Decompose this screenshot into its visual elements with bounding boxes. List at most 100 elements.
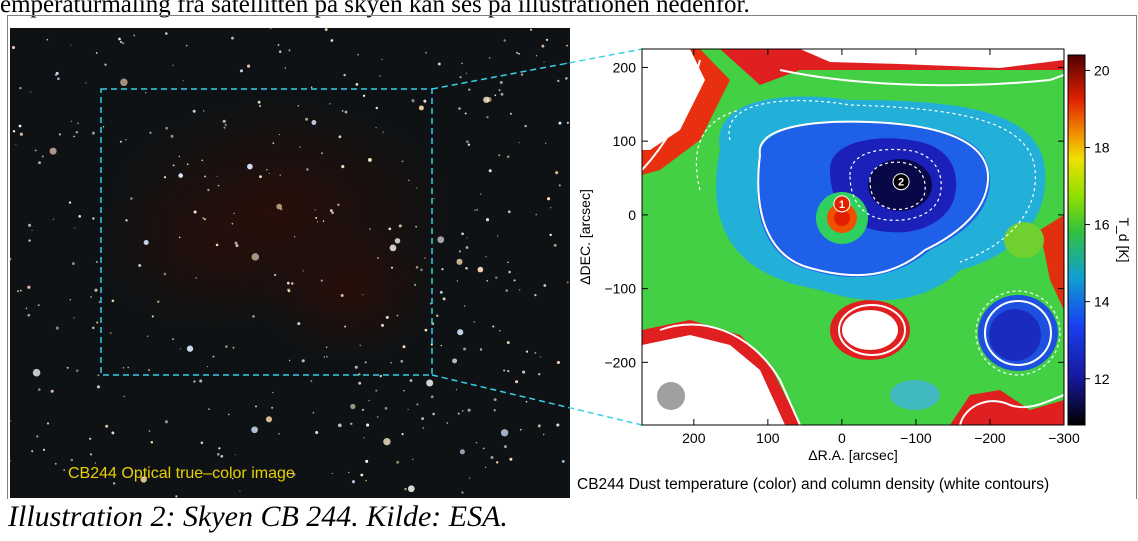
star xyxy=(338,135,342,139)
star xyxy=(343,73,346,77)
star xyxy=(96,385,100,389)
star xyxy=(325,346,328,349)
star xyxy=(286,281,290,285)
star xyxy=(217,453,220,456)
star xyxy=(179,348,182,350)
star xyxy=(233,212,235,214)
star xyxy=(459,76,462,79)
star xyxy=(463,347,467,351)
star xyxy=(500,429,509,437)
star xyxy=(488,169,492,173)
star xyxy=(496,235,499,237)
star xyxy=(311,120,317,125)
star xyxy=(439,290,443,294)
star xyxy=(133,34,136,37)
star xyxy=(565,62,568,65)
star xyxy=(287,289,291,293)
star xyxy=(28,239,31,242)
star xyxy=(297,322,301,326)
star xyxy=(73,135,75,138)
star xyxy=(122,367,125,369)
star xyxy=(10,257,12,261)
star xyxy=(199,379,203,383)
colorbar-tick-label: 18 xyxy=(1094,140,1110,156)
star xyxy=(390,266,394,269)
star xyxy=(280,208,283,211)
star xyxy=(208,408,210,410)
star xyxy=(466,237,468,239)
star xyxy=(75,130,79,134)
star xyxy=(381,323,384,327)
star xyxy=(38,388,41,391)
star xyxy=(509,112,512,115)
star xyxy=(557,79,560,83)
star xyxy=(379,374,383,378)
star xyxy=(350,403,356,410)
star xyxy=(125,219,128,222)
star xyxy=(337,203,340,207)
star xyxy=(165,32,168,35)
star xyxy=(278,433,280,435)
star xyxy=(440,344,442,347)
star xyxy=(376,416,379,418)
star xyxy=(119,40,123,44)
star xyxy=(461,410,464,412)
star xyxy=(77,122,79,125)
colorbar-tick-label: 20 xyxy=(1094,62,1110,78)
density-contours xyxy=(642,59,1064,425)
star xyxy=(227,413,230,416)
star xyxy=(465,267,468,270)
star xyxy=(310,380,313,382)
star xyxy=(340,294,344,297)
marker-label: 1 xyxy=(839,199,845,211)
star xyxy=(31,450,34,453)
star xyxy=(414,283,417,286)
star xyxy=(19,132,23,136)
star xyxy=(494,94,497,97)
star xyxy=(31,229,33,231)
star xyxy=(357,54,359,56)
star xyxy=(58,133,62,136)
star xyxy=(495,461,499,464)
star xyxy=(360,473,364,477)
star xyxy=(302,270,304,272)
star xyxy=(338,423,342,428)
star xyxy=(122,42,125,45)
star xyxy=(292,472,296,477)
x-tick-label: 0 xyxy=(838,430,846,446)
star xyxy=(278,50,282,53)
star xyxy=(202,110,205,112)
star xyxy=(195,277,197,279)
star xyxy=(407,408,409,411)
star xyxy=(522,370,526,374)
dark-nebula xyxy=(100,100,450,360)
star xyxy=(525,350,529,353)
star xyxy=(415,266,419,269)
star xyxy=(507,210,511,214)
y-tick-label: −100 xyxy=(604,281,636,297)
star xyxy=(461,62,463,65)
star xyxy=(461,232,464,236)
star xyxy=(305,117,309,121)
star xyxy=(231,36,234,40)
star xyxy=(518,142,520,144)
star xyxy=(105,424,109,428)
star xyxy=(351,480,356,484)
marker-dot xyxy=(833,195,851,213)
star xyxy=(561,459,565,463)
star xyxy=(89,453,93,456)
star xyxy=(11,45,16,50)
star xyxy=(92,326,95,330)
star xyxy=(341,109,344,112)
star xyxy=(186,163,189,166)
star xyxy=(312,412,315,414)
star xyxy=(232,346,235,349)
star xyxy=(68,201,72,204)
star xyxy=(430,395,434,399)
star xyxy=(486,116,489,119)
intro-text: emperaturmåling fra satellitten på skyen… xyxy=(0,0,750,18)
star xyxy=(329,103,331,105)
star xyxy=(276,203,283,210)
star xyxy=(418,105,424,111)
